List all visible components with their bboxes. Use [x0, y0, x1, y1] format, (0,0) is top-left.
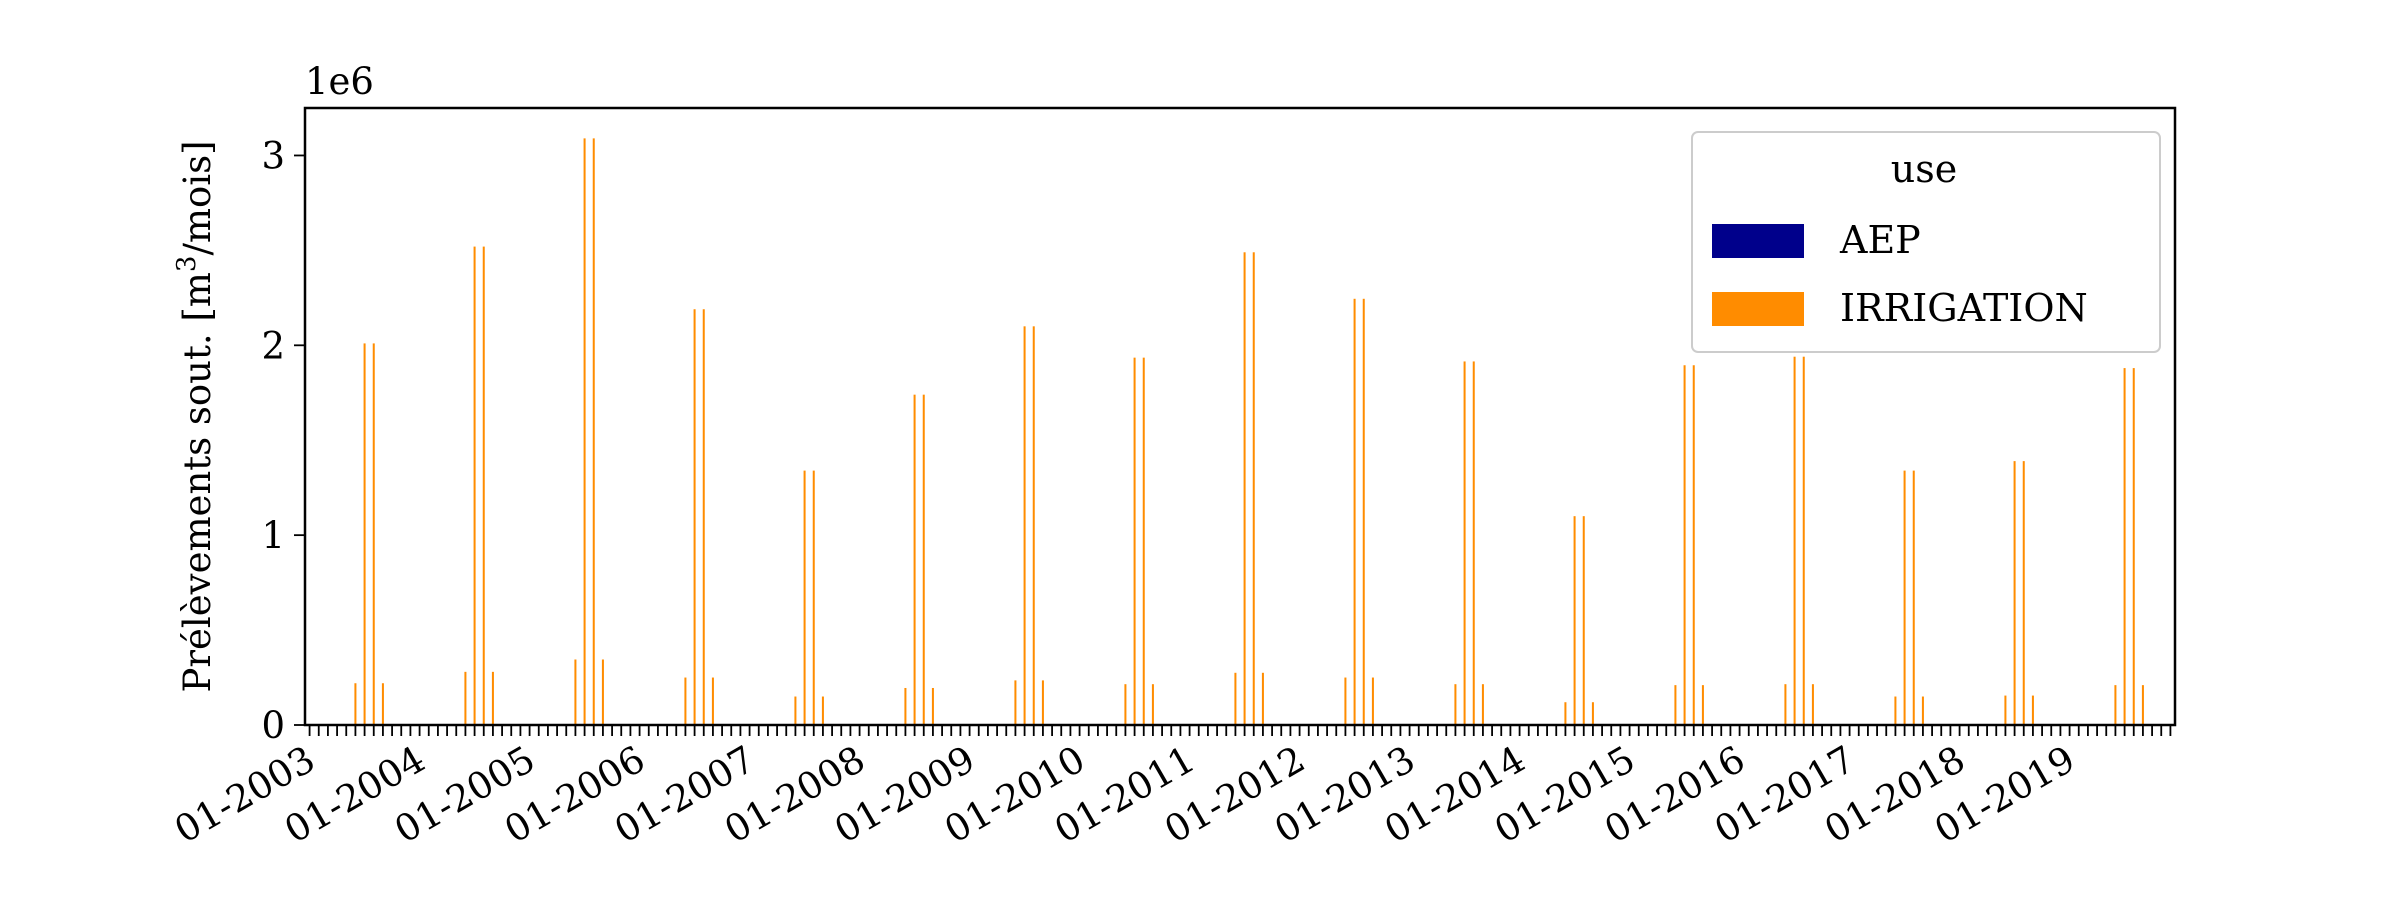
y-offset-label: 1e6 [305, 60, 374, 103]
bar-irrigation-2014-jun [1564, 702, 1567, 725]
bar-irrigation-2003-jun [354, 683, 357, 725]
bar-irrigation-2009-jul [1023, 326, 1026, 725]
bar-irrigation-2017-sep [1921, 696, 1924, 725]
legend: use AEP IRRIGATION [1691, 131, 2161, 353]
bar-irrigation-2016-jun [1784, 684, 1787, 725]
bar-irrigation-2006-jun [684, 677, 687, 725]
bar-irrigation-2005-jul [583, 138, 586, 726]
bar-irrigation-2010-aug [1142, 357, 1145, 725]
bar-irrigation-2018-jun [2004, 695, 2007, 725]
legend-label-aep: AEP [1839, 218, 1921, 262]
bar-irrigation-2009-jun [1014, 680, 1017, 725]
bar-irrigation-2005-sep [601, 659, 604, 725]
bar-irrigation-2016-sep [1811, 684, 1814, 725]
bar-irrigation-2007-sep [821, 696, 824, 725]
bar-irrigation-2010-sep [1151, 684, 1154, 725]
bar-irrigation-2007-aug [812, 470, 815, 725]
bar-irrigation-2017-jul [1903, 470, 1906, 725]
bar-irrigation-2011-jul [1243, 252, 1246, 725]
bar-irrigation-2013-aug [1472, 361, 1475, 725]
bar-irrigation-2015-jul [1683, 365, 1686, 725]
bar-irrigation-2015-sep [1701, 685, 1704, 725]
bar-irrigation-2012-jun [1344, 677, 1347, 725]
bar-irrigation-2009-sep [1041, 680, 1044, 725]
legend-items: AEP IRRIGATION [1712, 218, 2088, 330]
bar-irrigation-2007-jul [803, 470, 806, 725]
legend-swatch-irrigation [1712, 292, 1804, 326]
bar-irrigation-2011-jun [1234, 672, 1237, 725]
bars-layer [354, 138, 2144, 726]
bar-irrigation-2003-aug [372, 343, 375, 725]
bar-irrigation-2015-jun [1674, 685, 1677, 725]
bar-irrigation-2017-aug [1912, 470, 1915, 725]
bar-irrigation-2011-aug [1252, 252, 1255, 725]
bar-irrigation-2014-aug [1582, 516, 1585, 725]
legend-title: use [1891, 147, 1957, 191]
bar-irrigation-2013-jul [1463, 361, 1466, 725]
bar-irrigation-2005-jun [574, 659, 577, 725]
y-axis-label: Prélèvements sout. [m3/mois] [172, 140, 219, 692]
bar-irrigation-2016-jul [1793, 356, 1796, 725]
bar-irrigation-2014-sep [1591, 702, 1594, 725]
bar-irrigation-2003-jul [363, 343, 366, 725]
bar-irrigation-2008-jul [913, 394, 916, 725]
legend-swatch-aep [1712, 224, 1804, 258]
y-tick-label: 0 [261, 704, 285, 747]
bar-irrigation-2014-jul [1573, 516, 1576, 725]
y-ticks: 0 1 2 3 [261, 134, 305, 747]
bar-irrigation-2006-jul [693, 309, 696, 725]
bar-irrigation-2004-jun [464, 671, 467, 725]
bar-irrigation-2004-aug [482, 246, 485, 725]
bar-irrigation-2008-jun [904, 687, 907, 725]
bar-irrigation-2012-jul [1353, 298, 1356, 725]
plot-frame [303, 106, 2177, 727]
bar-irrigation-2019-sep [2141, 685, 2144, 725]
bar-irrigation-2006-aug [702, 309, 705, 725]
y-tick-label: 1 [261, 514, 285, 557]
bar-irrigation-2013-sep [1481, 684, 1484, 725]
bar-irrigation-2004-jul [473, 246, 476, 725]
bar-irrigation-2019-jun [2114, 685, 2117, 725]
bar-irrigation-2019-jul [2123, 368, 2126, 725]
bar-irrigation-2003-sep [381, 683, 384, 725]
bar-irrigation-2008-sep [931, 687, 934, 725]
bar-irrigation-2017-jun [1894, 696, 1897, 725]
bar-irrigation-2011-sep [1261, 672, 1264, 725]
bar-irrigation-2018-sep [2031, 695, 2034, 725]
bar-irrigation-2008-aug [922, 394, 925, 725]
legend-box [1691, 131, 2161, 353]
bar-irrigation-2015-aug [1692, 365, 1695, 725]
bar-irrigation-2010-jun [1124, 684, 1127, 725]
legend-label-irrigation: IRRIGATION [1840, 286, 2088, 330]
bar-irrigation-2018-aug [2022, 461, 2025, 725]
bar-irrigation-2006-sep [711, 677, 714, 725]
bar-irrigation-2016-aug [1802, 356, 1805, 725]
bar-irrigation-2010-jul [1133, 357, 1136, 725]
bar-irrigation-2004-sep [491, 671, 494, 725]
y-tick-label: 2 [261, 324, 285, 367]
bar-irrigation-2007-jun [794, 696, 797, 725]
x-ticks: 01-200301-200401-200501-200601-200701-20… [167, 725, 2172, 852]
bar-irrigation-2019-aug [2132, 368, 2135, 725]
bar-irrigation-2005-aug [592, 138, 595, 726]
bar-irrigation-2013-jun [1454, 684, 1457, 725]
bar-irrigation-2012-aug [1362, 298, 1365, 725]
bar-irrigation-2018-jul [2013, 461, 2016, 725]
bar-irrigation-2012-sep [1371, 677, 1374, 725]
bar-irrigation-2009-aug [1032, 326, 1035, 725]
y-tick-label: 3 [261, 134, 285, 177]
